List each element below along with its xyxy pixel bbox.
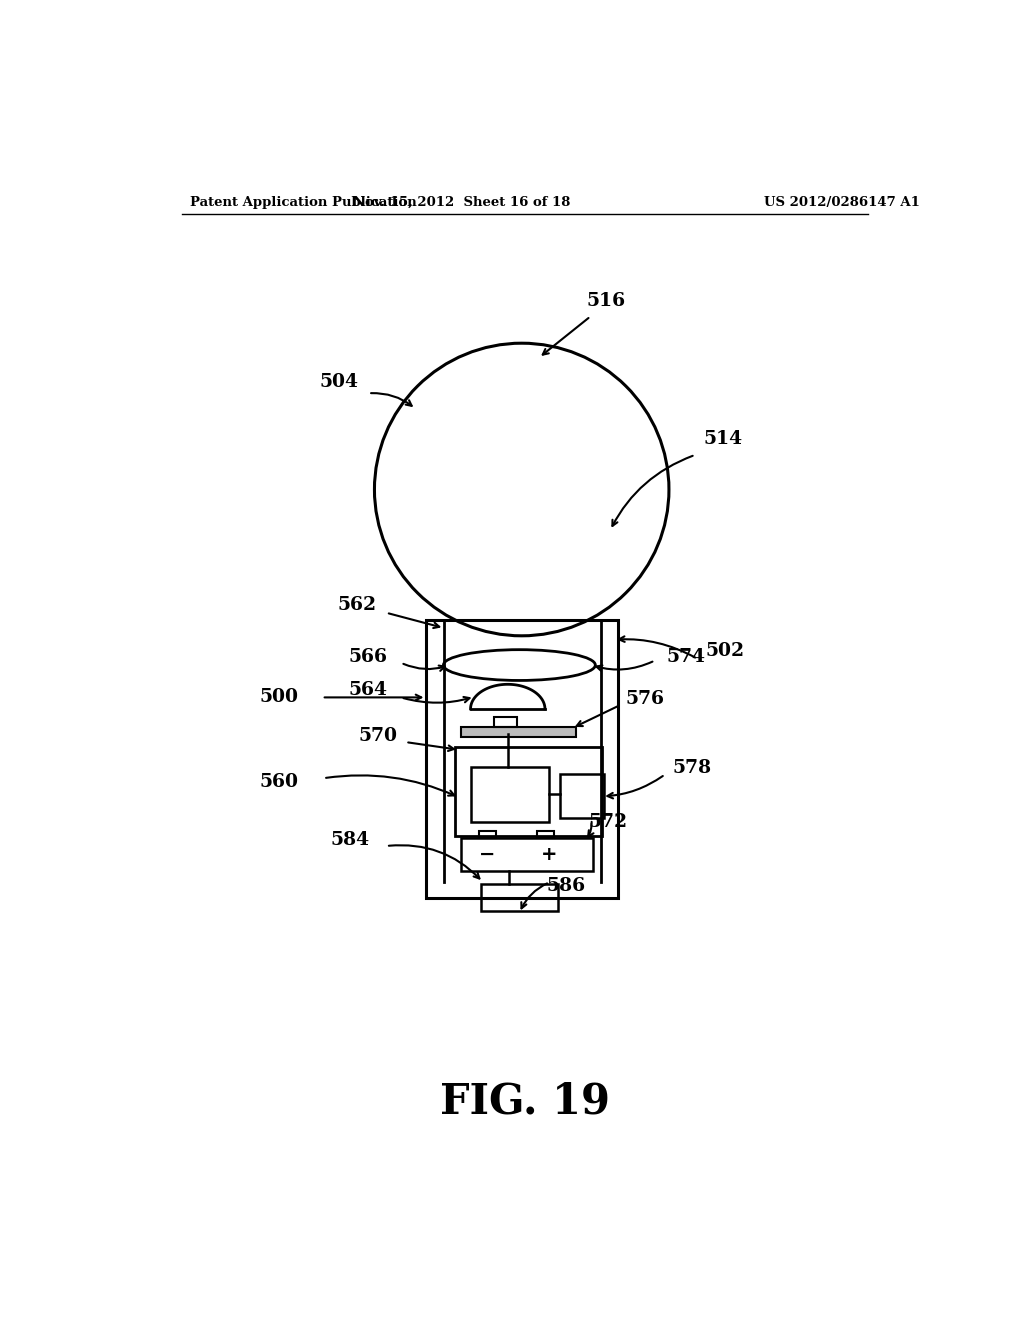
Text: 562: 562 — [337, 597, 376, 614]
Bar — [455, 747, 602, 836]
Text: 570: 570 — [358, 727, 397, 744]
Bar — [479, 830, 496, 838]
Text: 572: 572 — [589, 813, 628, 832]
Text: 576: 576 — [626, 690, 665, 708]
Text: 586: 586 — [547, 876, 586, 895]
Text: 514: 514 — [703, 430, 742, 449]
Text: 560: 560 — [260, 774, 299, 791]
Text: 578: 578 — [673, 759, 712, 777]
Bar — [461, 726, 575, 738]
Bar — [560, 775, 604, 818]
Text: 574: 574 — [667, 648, 706, 667]
Text: FIG. 19: FIG. 19 — [439, 1081, 610, 1122]
Text: 500: 500 — [260, 689, 299, 706]
Text: 564: 564 — [349, 681, 388, 698]
Bar — [471, 767, 549, 822]
Text: 504: 504 — [319, 372, 358, 391]
Bar — [494, 718, 517, 726]
Bar — [480, 884, 558, 911]
Text: +: + — [541, 845, 557, 865]
Text: Nov. 15, 2012  Sheet 16 of 18: Nov. 15, 2012 Sheet 16 of 18 — [352, 195, 570, 209]
Text: Patent Application Publication: Patent Application Publication — [190, 195, 417, 209]
Bar — [426, 620, 617, 898]
Text: 566: 566 — [349, 648, 388, 667]
Text: −: − — [479, 845, 496, 865]
Text: US 2012/0286147 A1: US 2012/0286147 A1 — [764, 195, 920, 209]
Bar — [461, 838, 593, 871]
Text: 584: 584 — [331, 830, 370, 849]
Text: 516: 516 — [587, 292, 626, 310]
Bar — [538, 830, 554, 838]
Text: 502: 502 — [706, 643, 744, 660]
